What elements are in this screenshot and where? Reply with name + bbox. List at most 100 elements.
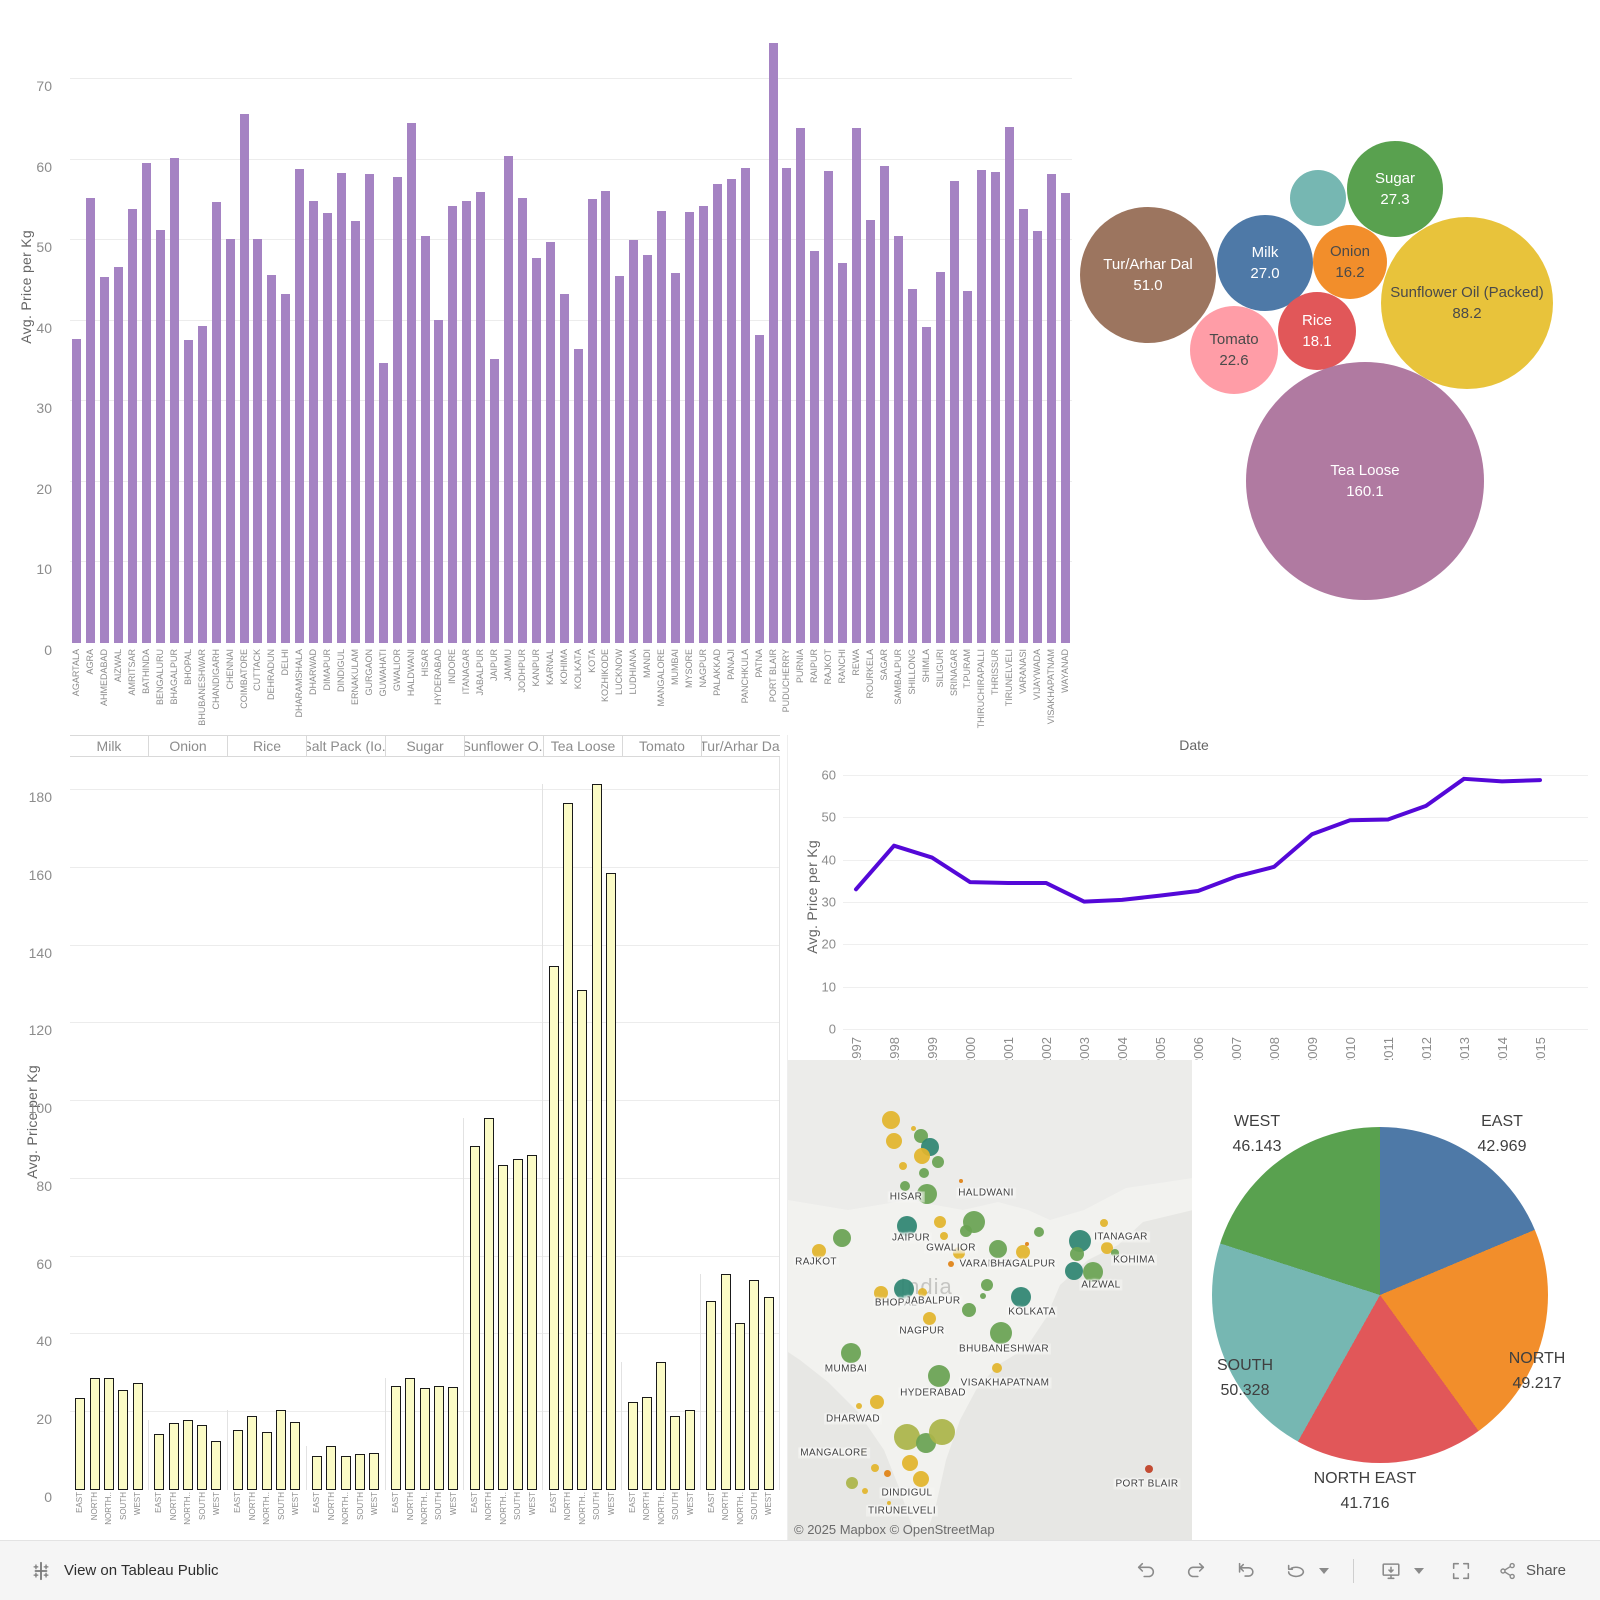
bar-Milk-WEST[interactable] [132,1383,143,1490]
bar-HALDWANI[interactable] [406,123,416,643]
bar-DELHI[interactable] [281,294,291,643]
map-dot[interactable] [1069,1230,1091,1252]
refresh-icon[interactable] [1283,1558,1309,1584]
map-dot[interactable] [1011,1287,1031,1307]
bar-Sugar-EAST[interactable] [390,1386,401,1490]
map-dot[interactable] [887,1501,891,1505]
bar-RANCHI[interactable] [838,262,848,643]
bar-WAYANAD[interactable] [1060,192,1070,643]
map-dot[interactable] [990,1322,1012,1344]
bubble-Tea Loose[interactable]: Tea Loose 160.1 [1246,362,1484,600]
bar-AMRITSAR[interactable] [128,208,138,643]
download-caret-icon[interactable] [1413,1567,1424,1574]
bar-Rice-NORTH[interactable] [247,1416,258,1490]
map-dot[interactable] [902,1455,918,1471]
map-dot[interactable] [914,1148,930,1164]
map-dot[interactable] [1083,1262,1103,1282]
undo-icon[interactable] [1133,1558,1159,1584]
map-dot[interactable] [870,1395,884,1409]
bar-Sunflower O..-EAST[interactable] [469,1146,480,1490]
map-dot[interactable] [940,1232,948,1240]
bar-SRINAGAR[interactable] [949,181,959,643]
bar-Tea Loose-NORTH EAST[interactable] [577,990,588,1490]
bar-ITANAGAR[interactable] [462,201,472,643]
bar-SILIGURI[interactable] [935,272,945,643]
bubble-small[interactable] [1290,170,1346,226]
bar-CHANDIGARH[interactable] [211,202,221,643]
bar-JODHPUR[interactable] [517,198,527,643]
bubble-Sunflower Oil (Packed)[interactable]: Sunflower Oil (Packed) 88.2 [1381,217,1553,389]
india-map-panel[interactable]: India HISAR HALDWANI JAIPUR GWALIOR VARANASI… [787,1060,1192,1540]
bar-HISAR[interactable] [420,236,430,643]
bar-TIRUNELVELI[interactable] [1005,126,1015,643]
map-dot[interactable] [910,1125,916,1131]
bubble-Sugar[interactable]: Sugar 27.3 [1347,141,1443,237]
bar-PALAKKAD[interactable] [712,183,722,643]
map-dot[interactable] [882,1111,900,1129]
bar-Rice-NORTH EAST[interactable] [261,1432,272,1490]
bar-HYDERABAD[interactable] [434,319,444,643]
bar-GUWAHATI[interactable] [378,363,388,643]
map-dot[interactable] [913,1471,929,1487]
bar-DHARWAD[interactable] [309,200,319,643]
bar-Tomato-NORTH[interactable] [641,1397,652,1490]
bar-Rice-WEST[interactable] [290,1421,301,1490]
bar-Tea Loose-NORTH[interactable] [562,803,573,1490]
map-dot[interactable] [919,1168,929,1178]
bar-DHARAMSHALA[interactable] [295,169,305,643]
bar-Tur/Arhar Dal-EAST[interactable] [706,1301,717,1490]
bar-Milk-NORTH[interactable] [89,1378,100,1490]
map-dot[interactable] [962,1303,976,1317]
refresh-caret-icon[interactable] [1318,1567,1329,1574]
bar-PANAJI[interactable] [726,178,736,643]
bar-Tea Loose-EAST[interactable] [548,966,559,1490]
map-dot[interactable] [934,1216,946,1228]
bar-BHOPAL[interactable] [183,340,193,643]
map-dot[interactable] [1145,1465,1153,1473]
bar-ROURKELA[interactable] [866,220,875,643]
bar-AIZWAL[interactable] [114,266,124,643]
map-dot[interactable] [900,1181,910,1191]
region-pie[interactable] [1212,1127,1548,1463]
map-dot[interactable] [894,1279,914,1299]
bar-MUMBAI[interactable] [671,273,681,643]
map-dot[interactable] [841,1343,861,1363]
bar-SAMBALPUR[interactable] [893,236,903,643]
map-dot[interactable] [1034,1227,1044,1237]
bar-PATNA[interactable] [754,335,764,643]
bar-Onion-WEST[interactable] [211,1441,222,1490]
bar-DINDIGUL[interactable] [336,173,346,643]
bar-Tomato-WEST[interactable] [684,1409,695,1490]
bar-Tomato-SOUTH[interactable] [670,1416,681,1490]
map-dot[interactable] [1100,1219,1108,1227]
bar-COIMBATORE[interactable] [239,113,249,643]
map-attribution[interactable]: © 2025 Mapbox © OpenStreetMap [794,1522,995,1537]
bar-JABALPUR[interactable] [476,191,486,643]
bar-NAGPUR[interactable] [698,205,708,643]
bar-Onion-EAST[interactable] [154,1434,165,1490]
bar-Milk-NORTH EAST[interactable] [103,1378,114,1490]
download-device-icon[interactable] [1378,1558,1404,1584]
bar-Onion-NORTH[interactable] [168,1423,179,1490]
bar-Sunflower O..-NORTH[interactable] [484,1118,495,1490]
map-dot[interactable] [992,1363,1002,1373]
bar-THIRUCHIRAPALLI[interactable] [977,170,987,643]
bar-AGARTALA[interactable] [72,339,82,643]
map-dot[interactable] [1101,1242,1113,1254]
bar-Tur/Arhar Dal-SOUTH[interactable] [749,1280,760,1490]
map-dot[interactable] [1025,1242,1029,1246]
bar-AGRA[interactable] [86,198,96,643]
bubble-Rice[interactable]: Rice 18.1 [1278,292,1356,370]
bar-Sunflower O..-NORTH EAST[interactable] [498,1165,509,1490]
bar-JAIPUR[interactable] [490,358,500,643]
bar-PANCHKULA[interactable] [740,167,750,643]
map-dot[interactable] [894,1424,920,1450]
view-on-tableau-public[interactable]: View on Tableau Public [28,1558,219,1584]
map-dot[interactable] [1016,1245,1030,1259]
bar-PURNIA[interactable] [796,128,806,643]
map-dot[interactable] [981,1279,993,1291]
bar-Salt Pack (Io..-NORTH[interactable] [326,1446,337,1490]
bar-Tea Loose-SOUTH[interactable] [591,784,602,1490]
fullscreen-icon[interactable] [1448,1558,1474,1584]
map-dot[interactable] [929,1419,955,1445]
